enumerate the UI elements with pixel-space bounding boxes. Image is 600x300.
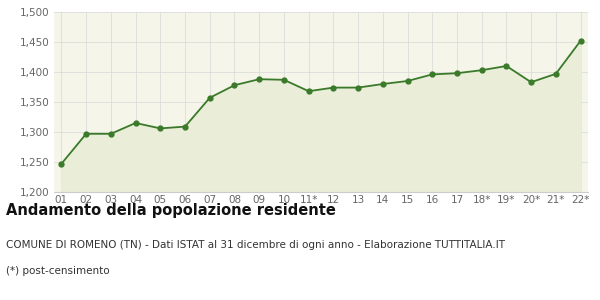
Text: COMUNE DI ROMENO (TN) - Dati ISTAT al 31 dicembre di ogni anno - Elaborazione TU: COMUNE DI ROMENO (TN) - Dati ISTAT al 31… (6, 239, 505, 250)
Text: (*) post-censimento: (*) post-censimento (6, 266, 110, 277)
Text: Andamento della popolazione residente: Andamento della popolazione residente (6, 202, 336, 217)
